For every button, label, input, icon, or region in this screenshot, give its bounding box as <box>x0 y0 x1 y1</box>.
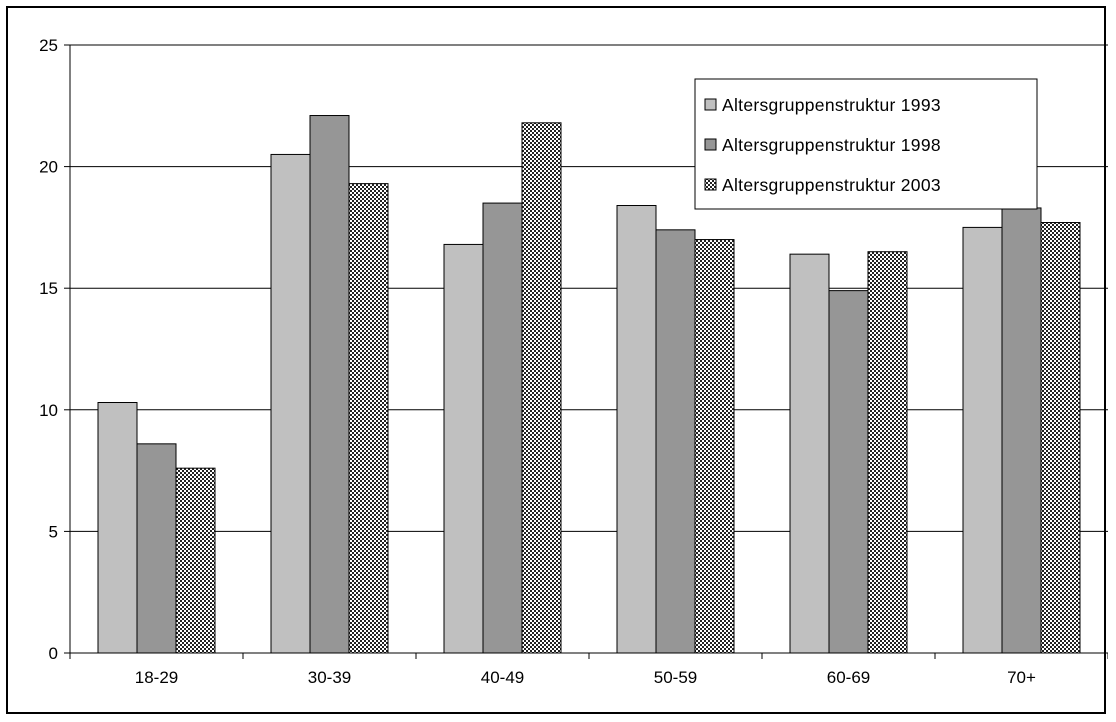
x-tick-label: 30-39 <box>308 668 351 687</box>
bar-30-39-series-1 <box>270 153 311 654</box>
x-tick-label: 40-49 <box>481 668 524 687</box>
x-tick-label: 18-29 <box>135 668 178 687</box>
bar-50-59-series-3 <box>694 239 735 654</box>
x-tick-label: 70+ <box>1007 668 1036 687</box>
bar-70+-series-1 <box>962 226 1003 654</box>
y-tick-label: 20 <box>39 158 58 177</box>
y-tick-label: 0 <box>49 644 58 663</box>
bar-70+-series-3 <box>1040 222 1081 654</box>
bar-40-49-series-1 <box>443 243 484 654</box>
bar-18-29-series-3 <box>175 467 216 654</box>
legend-swatch <box>704 98 717 111</box>
chart-frame: 0 5 10 15 20 25 18-29 30-39 40-49 50-59 60-69 70+ A… <box>6 6 1108 714</box>
bar-70+-series-2 <box>1001 207 1042 654</box>
bar-60-69-series-1 <box>789 253 830 654</box>
legend-swatch <box>704 178 717 191</box>
legend-label: Altersgruppenstruktur 2003 <box>722 175 941 195</box>
bars <box>97 115 1081 654</box>
bar-30-39-series-2 <box>309 115 350 654</box>
legend-label: Altersgruppenstruktur 1998 <box>722 135 941 155</box>
axes: 0 5 10 15 20 25 18-29 30-39 40-49 50-59 60-69 70+ <box>39 36 1108 687</box>
bar-chart: 0 5 10 15 20 25 18-29 30-39 40-49 50-59 60-69 70+ A… <box>39 36 1108 687</box>
x-tick-label: 50-59 <box>654 668 697 687</box>
x-tick-label: 60-69 <box>827 668 870 687</box>
bar-18-29-series-2 <box>136 443 177 654</box>
bar-60-69-series-2 <box>828 290 869 654</box>
y-tick-label: 10 <box>39 401 58 420</box>
bar-40-49-series-2 <box>482 202 523 654</box>
bar-60-69-series-3 <box>867 251 908 654</box>
bar-18-29-series-1 <box>97 402 138 654</box>
bar-50-59-series-2 <box>655 229 696 654</box>
y-tick-label: 15 <box>39 279 58 298</box>
y-tick-label: 25 <box>39 36 58 55</box>
bar-40-49-series-3 <box>521 122 562 654</box>
bar-50-59-series-1 <box>616 205 657 654</box>
legend-swatch <box>704 138 717 151</box>
y-tick-label: 5 <box>49 522 58 541</box>
legend: Altersgruppenstruktur 1993 Altersgruppens… <box>694 78 1038 210</box>
legend-label: Altersgruppenstruktur 1993 <box>722 95 941 115</box>
legend-box <box>694 78 1038 210</box>
bar-30-39-series-3 <box>348 183 389 654</box>
